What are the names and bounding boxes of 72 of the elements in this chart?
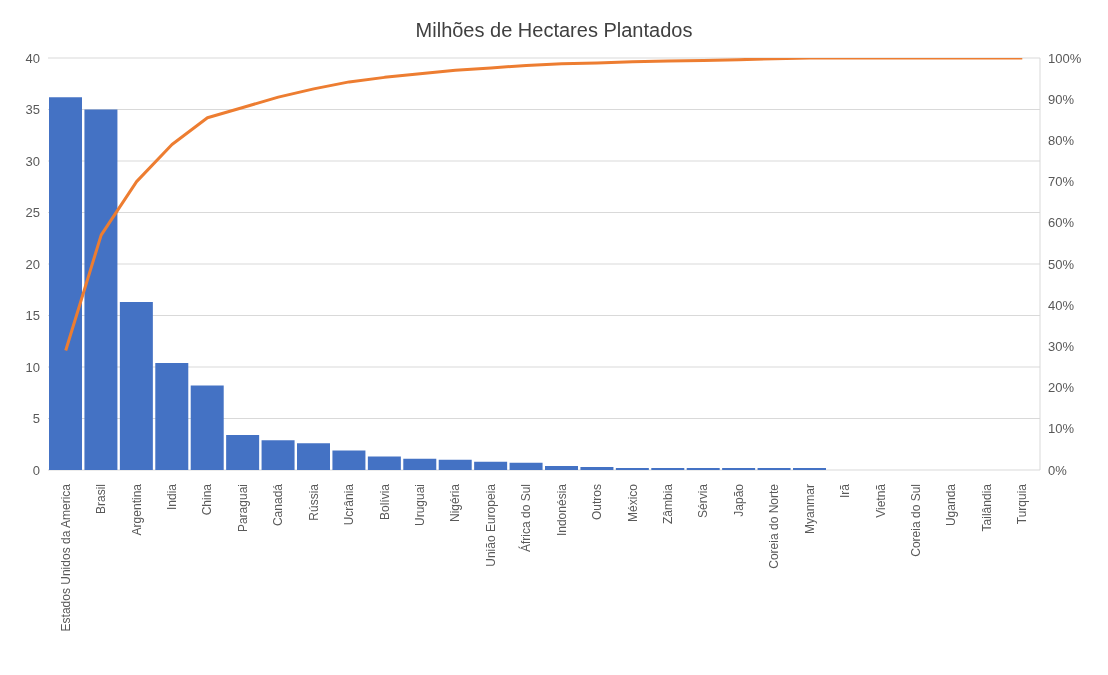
x-tick-label: Irã <box>838 483 853 499</box>
x-tick-label: Argentina <box>129 483 144 536</box>
y-tick-label: 0 <box>32 462 40 478</box>
x-tick-label: Canadá <box>271 483 286 527</box>
bar <box>119 302 153 470</box>
bar <box>367 456 401 470</box>
bar <box>226 434 260 470</box>
y2-tick-label: 10% <box>1048 421 1075 437</box>
x-tick-label: Tailândia <box>979 483 994 532</box>
x-tick-label: India <box>165 483 179 511</box>
y2-tick-label: 0% <box>1048 462 1068 478</box>
bar <box>438 459 472 470</box>
x-tick-label: Turquia <box>1015 483 1030 525</box>
bar <box>615 467 649 470</box>
x-tick-label: União Europeia <box>483 483 498 567</box>
y-tick-label: 25 <box>25 205 40 221</box>
y2-tick-label: 100% <box>1048 50 1082 66</box>
x-tick-label: Paraguai <box>235 484 250 533</box>
x-tick-label: Sérvia <box>696 483 711 519</box>
x-tick-label: China <box>200 483 215 516</box>
y2-tick-label: 50% <box>1048 256 1075 272</box>
bar <box>297 443 330 470</box>
x-tick-label: Coreia do Norte <box>767 483 782 569</box>
y-tick-label: 20 <box>25 256 40 272</box>
bar <box>49 97 82 470</box>
x-tick-label: Rússia <box>306 483 321 521</box>
y-tick-label: 30 <box>25 153 40 169</box>
y-tick-label: 15 <box>25 308 40 324</box>
y2-tick-label: 60% <box>1048 215 1075 231</box>
bar <box>332 450 366 470</box>
x-tick-label: México <box>625 483 640 523</box>
x-tick-label: Myanmar <box>802 484 817 535</box>
line-series <box>64 58 1024 353</box>
x-tick-label: Outros <box>590 484 605 521</box>
y-tick-label: 35 <box>25 102 40 118</box>
bar <box>155 362 189 470</box>
bar <box>509 462 543 470</box>
y2-tick-label: 30% <box>1048 339 1075 355</box>
bar <box>793 467 826 470</box>
x-tick-label: Coreia do Sul <box>909 484 923 557</box>
bar <box>403 458 437 470</box>
x-tick-label: Uganda <box>944 483 959 527</box>
x-tick-label: Uruguai <box>413 484 427 527</box>
y2-tick-label: 40% <box>1048 297 1075 313</box>
bar <box>84 109 118 470</box>
y-tick-label: 5 <box>32 411 40 427</box>
y2-tick-label: 20% <box>1048 380 1075 396</box>
x-tick-label: Vietnã <box>873 483 888 518</box>
x-tick-label: Nigéria <box>448 483 463 523</box>
x-tick-label: Estados Unidos da America <box>58 483 73 632</box>
x-tick-label: Japão <box>731 483 746 517</box>
x-tick-label: Zâmbia <box>661 483 675 525</box>
y-tick-label: 10 <box>25 359 40 375</box>
bar <box>580 466 614 470</box>
bar <box>686 467 720 470</box>
bar <box>190 385 224 470</box>
bar <box>722 467 756 470</box>
bar <box>545 465 578 470</box>
bar <box>261 440 295 470</box>
y2-tick-label: 80% <box>1048 133 1075 149</box>
bar <box>651 467 685 470</box>
x-tick-label: Bolívia <box>377 483 392 521</box>
bar <box>474 461 508 470</box>
chart-title: Milhões de Hectares Plantados <box>414 18 694 43</box>
bar <box>757 467 791 470</box>
y2-tick-label: 70% <box>1048 174 1075 190</box>
y-tick-label: 40 <box>25 50 40 66</box>
x-tick-label: Brasil <box>94 484 109 515</box>
x-tick-label: Ucrânia <box>342 483 357 526</box>
y2-tick-label: 90% <box>1048 91 1075 107</box>
x-tick-label: África do Sul <box>518 484 534 553</box>
x-tick-label: Indonésia <box>554 483 569 537</box>
